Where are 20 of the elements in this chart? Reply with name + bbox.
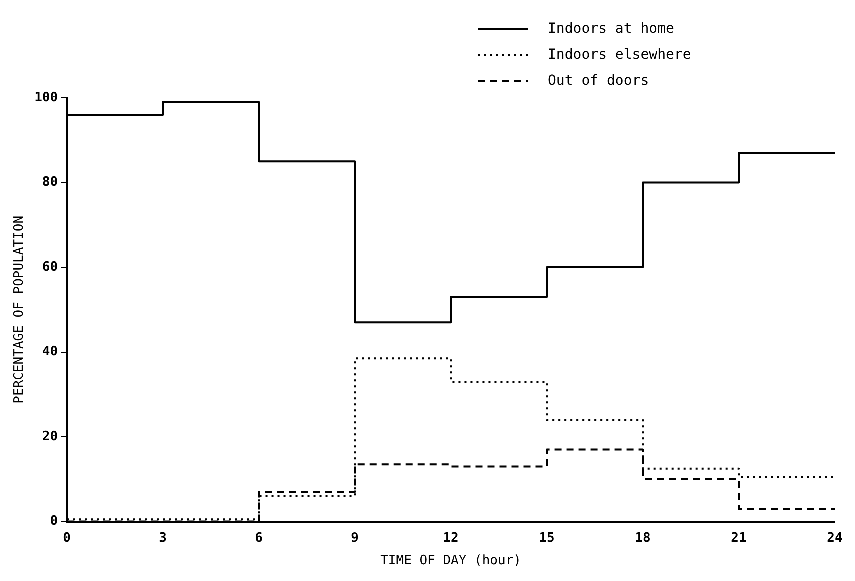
x-tick-label: 18 [635, 530, 652, 546]
legend-label: Out of doors [548, 73, 650, 89]
legend-label: Indoors elsewhere [548, 47, 692, 63]
legend-label: Indoors at home [548, 21, 674, 37]
x-tick-label: 12 [443, 530, 459, 546]
y-tick-label: 0 [50, 514, 58, 530]
x-tick-label: 21 [731, 530, 748, 546]
y-tick-label: 80 [42, 175, 58, 190]
y-axis-title: PERCENTAGE OF POPULATION [12, 216, 28, 404]
x-axis-title: TIME OF DAY (hour) [380, 554, 522, 569]
x-tick-label: 3 [159, 530, 167, 546]
x-tick-label: 9 [351, 530, 359, 546]
x-tick-label: 24 [827, 530, 843, 546]
y-tick-label: 60 [42, 260, 58, 275]
y-tick-label: 100 [34, 90, 58, 106]
x-tick-label: 15 [539, 530, 555, 546]
x-tick-label: 0 [63, 530, 72, 546]
x-tick-label: 6 [255, 530, 264, 546]
y-tick-label: 40 [42, 344, 58, 360]
y-tick-label: 20 [42, 429, 58, 444]
